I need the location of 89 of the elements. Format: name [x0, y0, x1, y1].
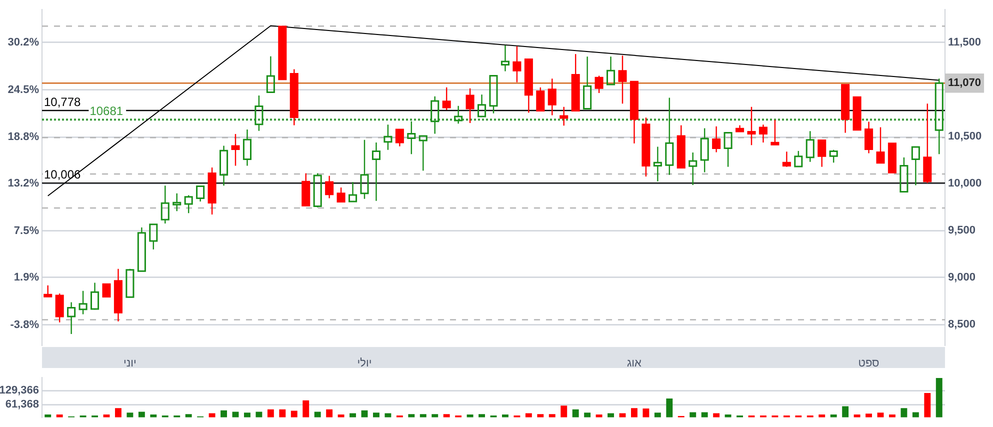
bar	[560, 406, 568, 418]
candlestick	[934, 78, 944, 155]
bar	[290, 410, 298, 418]
bar	[432, 414, 438, 418]
bar	[314, 412, 321, 418]
y2-tick-label: 18.8%	[8, 131, 40, 144]
bar	[701, 412, 708, 418]
candlestick	[606, 56, 616, 86]
bar	[185, 414, 192, 418]
candlestick	[430, 96, 440, 134]
bar	[900, 408, 908, 418]
bar	[126, 412, 134, 418]
bar	[584, 412, 591, 418]
candlestick	[266, 56, 275, 94]
bar	[408, 414, 415, 418]
candlestick	[454, 105, 463, 124]
y-tick-label: 11,500	[948, 36, 982, 49]
candlestick	[688, 152, 698, 186]
bar	[690, 412, 696, 418]
bar	[373, 412, 380, 418]
y-tick-label: 11,070	[948, 77, 982, 90]
candlestick	[665, 97, 674, 176]
candlestick	[184, 194, 193, 214]
bar	[572, 409, 579, 418]
bar	[654, 412, 661, 418]
y2-tick-label: 7.5%	[14, 224, 40, 237]
candlestick	[360, 139, 369, 200]
candlestick	[348, 181, 358, 202]
candlestick	[478, 94, 486, 118]
ref-line-label: 10,778	[44, 94, 82, 109]
bar	[548, 414, 556, 418]
bar	[244, 412, 250, 418]
candlestick	[806, 130, 814, 163]
y-tick-label: 10,500	[948, 130, 982, 143]
bar	[279, 409, 286, 418]
bar	[267, 409, 274, 418]
candlestick	[90, 282, 100, 310]
y2-tick-label: 24.5%	[8, 84, 40, 96]
y-tick-label: 8,500	[948, 318, 976, 331]
candlestick	[724, 132, 732, 168]
bar	[443, 414, 450, 418]
y2-tick-label: -3.8%	[10, 318, 40, 331]
candlestick	[384, 124, 392, 151]
candlestick	[242, 128, 252, 166]
candlestick	[500, 44, 510, 72]
x-tick-label: אוג	[627, 358, 642, 370]
x-tick-label: יוני	[124, 358, 136, 370]
bar	[478, 414, 485, 418]
y2-tick-label: 1.9%	[14, 271, 40, 284]
bar	[138, 412, 145, 418]
candlestick	[700, 128, 709, 173]
bar	[866, 414, 872, 418]
y-tick-label: 9,500	[948, 224, 976, 237]
candlestick	[254, 94, 264, 132]
x-tick-label: ספט	[858, 358, 880, 370]
bar	[302, 400, 310, 418]
y-tick-label: 61,368	[5, 398, 39, 411]
bar	[842, 406, 849, 418]
candlestick	[78, 290, 88, 315]
candlestick	[583, 56, 592, 110]
candlestick	[137, 226, 146, 272]
bar	[115, 408, 122, 418]
bar	[936, 378, 942, 418]
bar	[924, 392, 931, 418]
bar	[537, 414, 544, 418]
candlestick	[67, 302, 76, 335]
bar	[912, 412, 919, 418]
candlestick	[418, 135, 428, 172]
bar	[666, 398, 673, 418]
bar	[420, 414, 426, 418]
candlestick	[220, 145, 228, 186]
y2-tick-label: 30.2%	[8, 36, 40, 49]
bar	[256, 412, 262, 418]
candlestick	[172, 192, 182, 212]
y-tick-label: 9,000	[948, 272, 976, 284]
candlestick	[407, 120, 416, 155]
candlestick	[372, 142, 380, 202]
candlestick	[160, 185, 170, 224]
bar	[220, 410, 227, 418]
candlestick	[653, 146, 662, 182]
x-tick-label: יולי	[357, 358, 372, 370]
bar	[631, 408, 638, 418]
ref-line-label: 10681	[90, 104, 124, 118]
candlestick	[911, 146, 920, 186]
bar	[642, 408, 650, 418]
y-tick-label: 129,366	[0, 384, 39, 397]
bar	[326, 409, 333, 418]
y-tick-label: 10,000	[948, 178, 982, 190]
y2-tick-label: 13.2%	[8, 178, 40, 190]
